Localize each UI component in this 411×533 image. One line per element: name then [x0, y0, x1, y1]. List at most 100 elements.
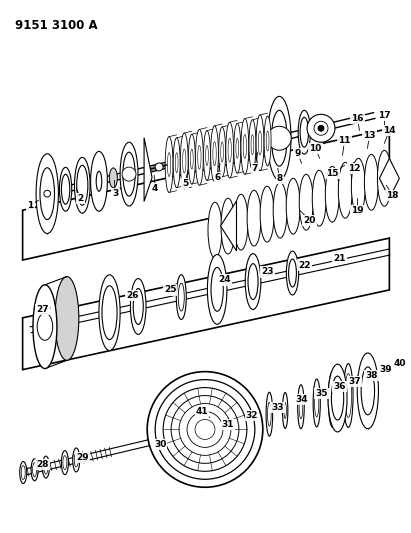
Ellipse shape [60, 167, 72, 211]
Ellipse shape [61, 451, 68, 474]
Text: 30: 30 [154, 440, 166, 449]
Ellipse shape [234, 194, 248, 250]
Text: 18: 18 [386, 191, 399, 200]
Ellipse shape [221, 417, 223, 433]
Text: 10: 10 [309, 144, 322, 153]
Ellipse shape [208, 254, 227, 324]
Text: 9151 3100 A: 9151 3100 A [15, 19, 97, 32]
Ellipse shape [286, 179, 300, 234]
Ellipse shape [328, 364, 347, 432]
Ellipse shape [235, 400, 241, 443]
Ellipse shape [365, 155, 379, 210]
Text: 28: 28 [36, 460, 49, 469]
Ellipse shape [298, 110, 310, 154]
Circle shape [187, 411, 223, 447]
Circle shape [163, 387, 247, 471]
Ellipse shape [259, 131, 262, 155]
Text: 21: 21 [333, 254, 346, 263]
Text: 33: 33 [272, 403, 284, 412]
Ellipse shape [182, 149, 186, 173]
Text: 12: 12 [348, 164, 361, 173]
Ellipse shape [55, 277, 79, 360]
Ellipse shape [328, 372, 337, 427]
Text: 4: 4 [152, 184, 158, 193]
Ellipse shape [221, 142, 224, 162]
Polygon shape [221, 201, 236, 251]
Ellipse shape [211, 126, 219, 182]
Ellipse shape [96, 171, 102, 191]
Ellipse shape [99, 275, 120, 351]
Ellipse shape [219, 127, 226, 177]
Ellipse shape [74, 453, 78, 467]
Ellipse shape [37, 313, 53, 340]
Ellipse shape [313, 379, 320, 427]
Ellipse shape [73, 448, 80, 472]
Ellipse shape [109, 168, 117, 188]
Ellipse shape [298, 385, 304, 429]
Text: 27: 27 [36, 305, 49, 314]
Ellipse shape [123, 152, 135, 196]
Ellipse shape [236, 138, 239, 158]
Ellipse shape [338, 163, 352, 218]
Text: 29: 29 [76, 453, 89, 462]
Ellipse shape [282, 392, 288, 429]
Ellipse shape [299, 174, 313, 230]
Ellipse shape [190, 149, 193, 169]
Ellipse shape [176, 274, 186, 320]
Ellipse shape [243, 134, 247, 158]
Ellipse shape [120, 142, 138, 206]
Circle shape [314, 122, 328, 135]
Ellipse shape [236, 410, 240, 434]
Ellipse shape [211, 268, 223, 311]
Ellipse shape [228, 138, 231, 162]
Ellipse shape [130, 279, 146, 334]
Ellipse shape [33, 285, 57, 368]
Text: 39: 39 [379, 365, 392, 374]
Ellipse shape [345, 374, 351, 417]
Text: 14: 14 [383, 126, 396, 135]
Ellipse shape [284, 402, 286, 418]
Ellipse shape [251, 400, 256, 436]
Text: 38: 38 [365, 371, 378, 380]
Text: 32: 32 [246, 411, 258, 420]
Ellipse shape [251, 135, 254, 155]
Text: 37: 37 [348, 377, 361, 386]
Circle shape [44, 190, 51, 197]
Ellipse shape [268, 96, 291, 180]
Circle shape [267, 126, 291, 150]
Ellipse shape [245, 254, 261, 310]
Text: 1: 1 [28, 201, 34, 209]
Text: 7: 7 [252, 164, 258, 173]
Ellipse shape [178, 283, 184, 311]
Circle shape [155, 379, 255, 479]
Ellipse shape [248, 264, 258, 300]
Ellipse shape [286, 251, 299, 295]
Text: 9: 9 [295, 149, 301, 158]
Ellipse shape [61, 174, 70, 204]
Text: 41: 41 [196, 407, 208, 416]
Ellipse shape [268, 402, 271, 426]
Text: 16: 16 [351, 114, 364, 123]
Ellipse shape [361, 367, 374, 415]
Ellipse shape [188, 134, 195, 184]
Ellipse shape [165, 136, 173, 192]
Text: 25: 25 [164, 285, 176, 294]
Text: 26: 26 [126, 292, 139, 301]
Ellipse shape [74, 157, 90, 213]
Ellipse shape [32, 463, 37, 477]
Text: 31: 31 [222, 420, 234, 429]
Ellipse shape [256, 115, 264, 171]
Ellipse shape [289, 259, 296, 287]
Circle shape [195, 419, 215, 439]
Ellipse shape [40, 168, 55, 220]
Circle shape [171, 395, 239, 463]
Text: 34: 34 [296, 395, 308, 404]
Circle shape [179, 403, 231, 455]
Ellipse shape [247, 190, 261, 246]
Circle shape [318, 125, 324, 131]
Ellipse shape [325, 166, 339, 222]
Ellipse shape [180, 133, 188, 189]
Ellipse shape [260, 186, 274, 242]
Ellipse shape [312, 171, 326, 226]
Ellipse shape [208, 202, 222, 258]
